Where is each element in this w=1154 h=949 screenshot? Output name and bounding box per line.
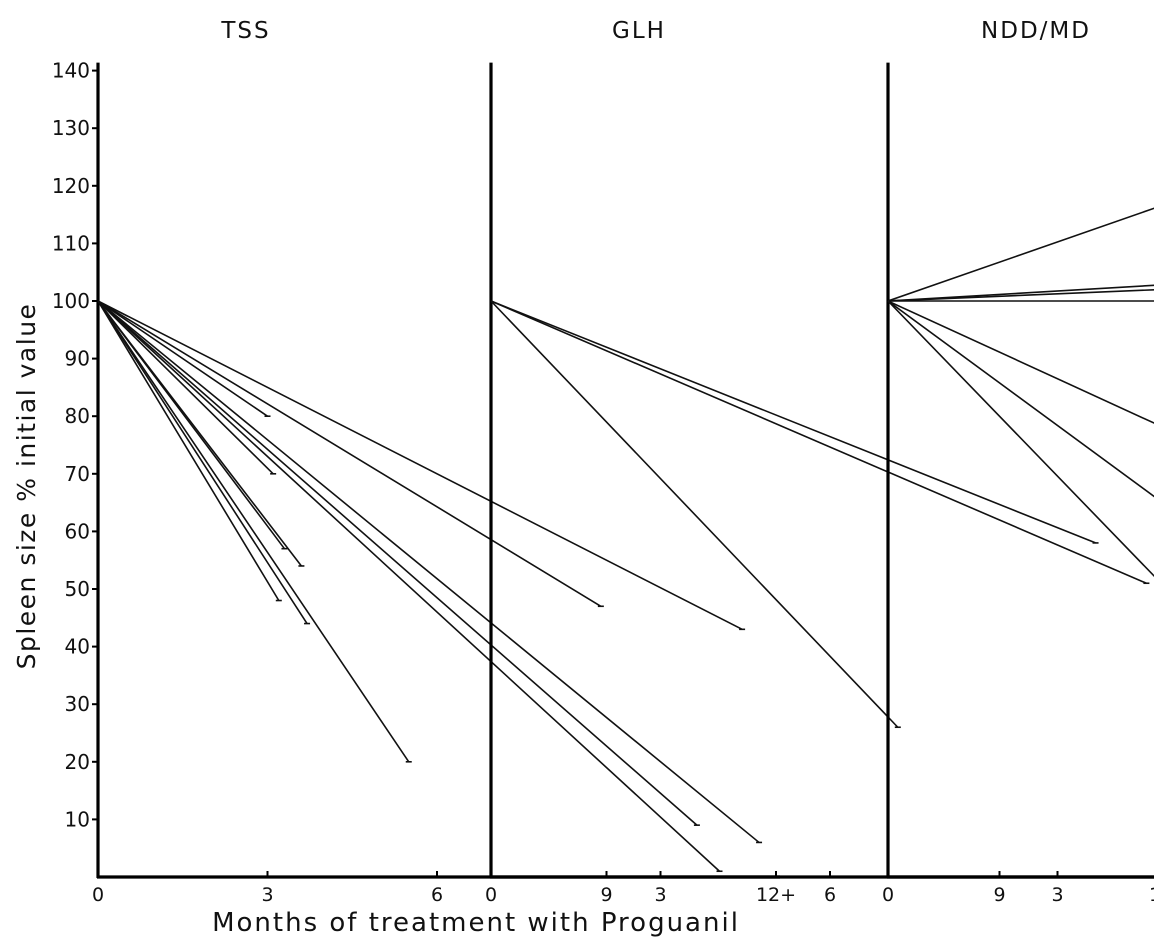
y-tick-label: 100: [52, 289, 90, 313]
series-line: [887, 300, 1154, 498]
y-tick-label: 140: [52, 59, 90, 83]
y-axis-label: Spleen size % initial value: [12, 303, 41, 670]
series-line: [97, 300, 308, 624]
y-tick-label: 90: [65, 347, 90, 371]
x-tick-label: 0: [92, 884, 104, 906]
y-tick-label: 30: [65, 692, 90, 716]
panel-ndd-md: NDD/MD036912+123: [882, 18, 1154, 906]
series-line: [490, 300, 1096, 544]
y-tick-label: 110: [52, 231, 90, 255]
x-tick-label: 9: [600, 884, 612, 906]
panel-title: TSS: [220, 18, 270, 44]
series-line: [97, 300, 274, 475]
x-tick-label: 0: [485, 884, 497, 906]
y-tick-label: 70: [65, 462, 90, 486]
series-line: [490, 300, 1147, 584]
y-tick-label: 10: [65, 807, 90, 831]
series-line: [490, 300, 899, 728]
x-tick-label: 0: [882, 884, 894, 906]
series-line: [887, 300, 1154, 578]
series-line: [97, 300, 280, 601]
x-tick-label: 3: [654, 884, 666, 906]
y-tick-label: 20: [65, 750, 90, 774]
series-line: [97, 300, 410, 763]
y-tick-label: 50: [65, 577, 90, 601]
series-line: [97, 300, 602, 607]
series-line: [97, 300, 743, 631]
y-tick-label: 120: [52, 174, 90, 198]
x-axis-label: Months of treatment with Proguanil: [212, 908, 740, 938]
series-line: [887, 300, 1154, 424]
x-tick-label: 12+: [1149, 884, 1154, 906]
y-tick-label: 60: [65, 519, 90, 543]
y-tick-label: 130: [52, 116, 90, 140]
x-tick-label: 3: [1051, 884, 1063, 906]
series-line: [887, 284, 1154, 302]
series-line: [97, 300, 698, 826]
panel-title: NDD/MD: [981, 18, 1091, 44]
panel-title: GLH: [612, 18, 666, 44]
series-line: [97, 300, 286, 550]
series-line: [887, 288, 1154, 302]
panel-glh: GLH 0 3 6 9 12+: [485, 18, 1154, 906]
x-tick-label: 3: [261, 884, 273, 906]
y-tick-label: 80: [65, 404, 90, 428]
series-line: [97, 300, 760, 844]
x-tick-label: 6: [824, 884, 836, 906]
x-tick-label: 6: [431, 884, 443, 906]
x-tick-label: 9: [993, 884, 1005, 906]
y-tick-label: 40: [65, 635, 90, 659]
series-line: [97, 300, 268, 417]
series-line: [887, 207, 1154, 302]
series-line: [97, 300, 721, 872]
x-tick-label: 12+: [756, 884, 796, 906]
